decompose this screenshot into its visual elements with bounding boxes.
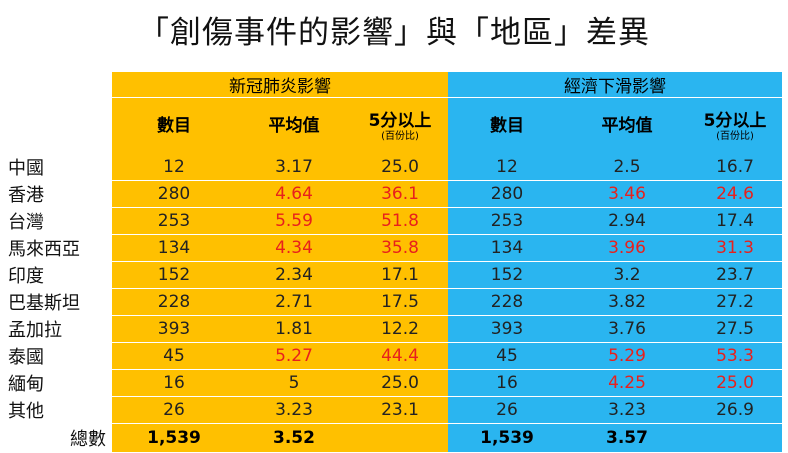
mean-econ: 3.96	[566, 234, 688, 262]
region-label: 泰國	[6, 342, 112, 370]
total-mean-covid: 3.52	[236, 423, 352, 453]
count-econ: 280	[448, 180, 566, 208]
table-row: 香港 280 4.64 36.1 280 3.46 24.6	[6, 180, 782, 208]
count-econ: 393	[448, 315, 566, 343]
table-row: 孟加拉 393 1.81 12.2 393 3.76 27.5	[6, 315, 782, 343]
above5-covid: 17.1	[352, 261, 448, 289]
count-covid: 45	[112, 342, 236, 370]
region-label: 馬來西亞	[6, 234, 112, 262]
above5-covid: 25.0	[352, 369, 448, 397]
mean-covid: 4.34	[236, 234, 352, 262]
count-econ: 26	[448, 396, 566, 424]
region-impact-table: 新冠肺炎影響 經濟下滑影響 數目 平均值 5分以上 (百份比) 數目 平均值 5分…	[6, 72, 782, 453]
count-econ: 134	[448, 234, 566, 262]
total-above5-econ	[688, 423, 782, 453]
count-covid: 12	[112, 154, 236, 181]
count-econ: 253	[448, 207, 566, 235]
region-label: 巴基斯坦	[6, 288, 112, 316]
above5-covid: 36.1	[352, 180, 448, 208]
above5-econ: 31.3	[688, 234, 782, 262]
region-label: 其他	[6, 396, 112, 424]
header-blank	[6, 72, 112, 154]
above5-covid: 35.8	[352, 234, 448, 262]
table-row: 巴基斯坦 228 2.71 17.5 228 3.82 27.2	[6, 288, 782, 316]
above5-econ: 24.6	[688, 180, 782, 208]
table-row: 中國 12 3.17 25.0 12 2.5 16.7	[6, 154, 782, 181]
group-header-econ: 經濟下滑影響	[448, 72, 782, 98]
col-header-above5-econ: 5分以上 (百份比)	[688, 97, 782, 154]
above5-covid: 23.1	[352, 396, 448, 424]
count-econ: 228	[448, 288, 566, 316]
above5-covid: 44.4	[352, 342, 448, 370]
col-header-above5-covid: 5分以上 (百份比)	[352, 97, 448, 154]
mean-covid: 5.59	[236, 207, 352, 235]
mean-covid: 5	[236, 369, 352, 397]
count-econ: 16	[448, 369, 566, 397]
table-row: 其他 26 3.23 23.1 26 3.23 26.9	[6, 396, 782, 424]
mean-covid: 2.34	[236, 261, 352, 289]
count-covid: 16	[112, 369, 236, 397]
total-count-econ: 1,539	[448, 423, 566, 453]
mean-covid: 5.27	[236, 342, 352, 370]
group-header-covid: 新冠肺炎影響	[112, 72, 448, 98]
mean-econ: 3.23	[566, 396, 688, 424]
mean-econ: 2.94	[566, 207, 688, 235]
count-econ: 152	[448, 261, 566, 289]
table-row: 馬來西亞 134 4.34 35.8 134 3.96 31.3	[6, 234, 782, 262]
total-label: 總數	[6, 423, 112, 453]
mean-covid: 3.23	[236, 396, 352, 424]
mean-covid: 2.71	[236, 288, 352, 316]
mean-econ: 2.5	[566, 154, 688, 181]
count-covid: 228	[112, 288, 236, 316]
total-mean-econ: 3.57	[566, 423, 688, 453]
total-above5-covid	[352, 423, 448, 453]
mean-econ: 3.2	[566, 261, 688, 289]
mean-econ: 3.46	[566, 180, 688, 208]
mean-econ: 5.29	[566, 342, 688, 370]
count-covid: 134	[112, 234, 236, 262]
above5-econ: 53.3	[688, 342, 782, 370]
col-header-count-covid: 數目	[112, 97, 236, 154]
col-header-count-econ: 數目	[448, 97, 566, 154]
count-covid: 280	[112, 180, 236, 208]
count-econ: 12	[448, 154, 566, 181]
table-row: 泰國 45 5.27 44.4 45 5.29 53.3	[6, 342, 782, 370]
above5-econ: 23.7	[688, 261, 782, 289]
above5-covid: 12.2	[352, 315, 448, 343]
mean-covid: 1.81	[236, 315, 352, 343]
region-label: 香港	[6, 180, 112, 208]
count-covid: 253	[112, 207, 236, 235]
count-covid: 393	[112, 315, 236, 343]
page-title: 「創傷事件的影響」與「地區」差異	[138, 15, 650, 51]
mean-econ: 3.76	[566, 315, 688, 343]
mean-covid: 4.64	[236, 180, 352, 208]
region-label: 中國	[6, 154, 112, 181]
total-row: 總數 1,539 3.52 1,539 3.57	[6, 423, 782, 453]
region-label: 印度	[6, 261, 112, 289]
above5-econ: 25.0	[688, 369, 782, 397]
count-covid: 152	[112, 261, 236, 289]
region-label: 緬甸	[6, 369, 112, 397]
above5-covid: 25.0	[352, 154, 448, 181]
mean-econ: 4.25	[566, 369, 688, 397]
above5-covid: 17.5	[352, 288, 448, 316]
mean-covid: 3.17	[236, 154, 352, 181]
count-econ: 45	[448, 342, 566, 370]
above5-covid: 51.8	[352, 207, 448, 235]
above5-econ: 27.2	[688, 288, 782, 316]
above5-econ: 26.9	[688, 396, 782, 424]
table-row: 緬甸 16 5 25.0 16 4.25 25.0	[6, 369, 782, 397]
mean-econ: 3.82	[566, 288, 688, 316]
table-row: 台灣 253 5.59 51.8 253 2.94 17.4	[6, 207, 782, 235]
total-count-covid: 1,539	[112, 423, 236, 453]
region-label: 台灣	[6, 207, 112, 235]
table-row: 印度 152 2.34 17.1 152 3.2 23.7	[6, 261, 782, 289]
region-label: 孟加拉	[6, 315, 112, 343]
above5-econ: 27.5	[688, 315, 782, 343]
above5-econ: 16.7	[688, 154, 782, 181]
above5-econ: 17.4	[688, 207, 782, 235]
count-covid: 26	[112, 396, 236, 424]
col-header-mean-covid: 平均值	[236, 97, 352, 154]
col-header-mean-econ: 平均值	[566, 97, 688, 154]
